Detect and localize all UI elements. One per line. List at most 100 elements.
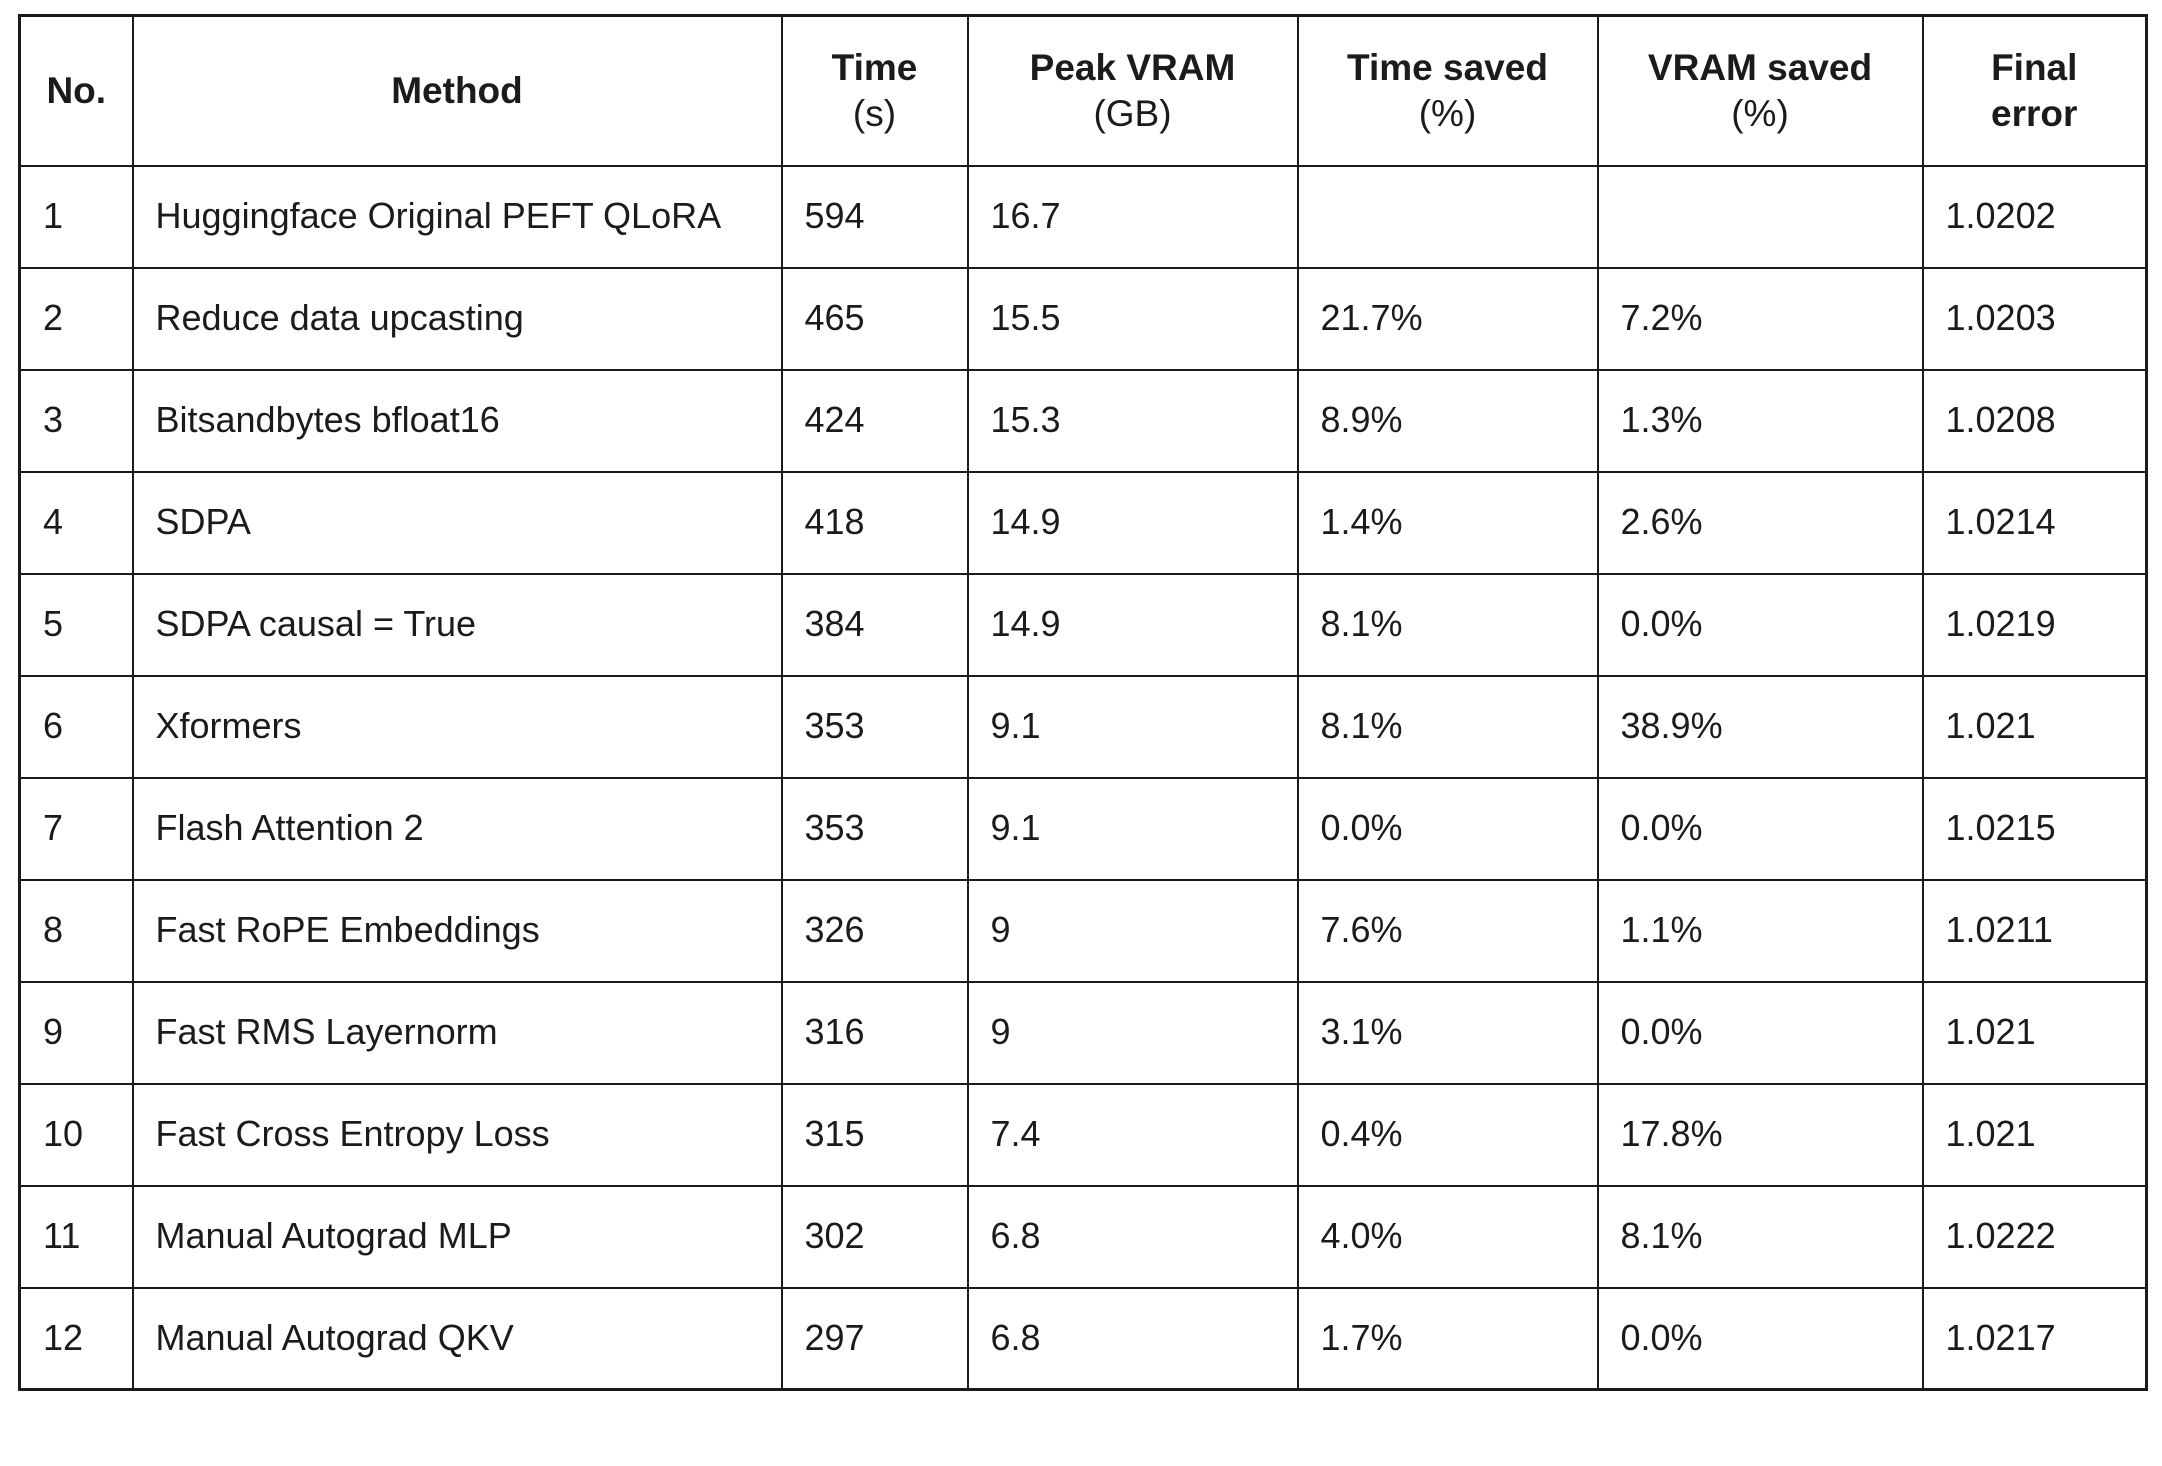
col-header-no: No.	[18, 14, 134, 167]
table-row: 1 Huggingface Original PEFT QLoRA 594 16…	[18, 164, 2148, 269]
cell-peak-vram: 9.1	[966, 674, 1299, 779]
cell-time: 418	[780, 470, 969, 575]
cell-vram-saved: 7.2%	[1596, 266, 1924, 371]
cell-time: 326	[780, 878, 969, 983]
cell-no: 1	[18, 164, 134, 269]
col-header-label: Final	[1991, 46, 2078, 88]
col-header-time: Time (s)	[780, 14, 969, 167]
cell-final-error: 1.0219	[1921, 572, 2148, 677]
cell-vram-saved: 8.1%	[1596, 1184, 1924, 1289]
cell-final-error: 1.0208	[1921, 368, 2148, 473]
cell-time-saved: 4.0%	[1296, 1184, 1599, 1289]
cell-time: 315	[780, 1082, 969, 1187]
table-row: 12 Manual Autograd QKV 297 6.8 1.7% 0.0%…	[18, 1286, 2148, 1391]
cell-final-error: 1.0203	[1921, 266, 2148, 371]
cell-time: 353	[780, 674, 969, 779]
cell-vram-saved: 2.6%	[1596, 470, 1924, 575]
cell-method: Fast RoPE Embeddings	[131, 878, 783, 983]
cell-no: 3	[18, 368, 134, 473]
cell-final-error: 1.0215	[1921, 776, 2148, 881]
cell-method: Bitsandbytes bfloat16	[131, 368, 783, 473]
cell-method: SDPA causal = True	[131, 572, 783, 677]
table-row: 3 Bitsandbytes bfloat16 424 15.3 8.9% 1.…	[18, 368, 2148, 473]
col-header-method: Method	[131, 14, 783, 167]
table-row: 5 SDPA causal = True 384 14.9 8.1% 0.0% …	[18, 572, 2148, 677]
cell-time: 353	[780, 776, 969, 881]
cell-time: 316	[780, 980, 969, 1085]
cell-no: 11	[18, 1184, 134, 1289]
cell-no: 2	[18, 266, 134, 371]
cell-peak-vram: 9	[966, 980, 1299, 1085]
table-header-row: No. Method Time (s) Peak VRAM (GB) Time …	[18, 14, 2148, 167]
cell-vram-saved	[1596, 164, 1924, 269]
cell-time-saved: 3.1%	[1296, 980, 1599, 1085]
cell-method: Xformers	[131, 674, 783, 779]
cell-peak-vram: 16.7	[966, 164, 1299, 269]
table-row: 4 SDPA 418 14.9 1.4% 2.6% 1.0214	[18, 470, 2148, 575]
col-header-unit: (%)	[1418, 92, 1477, 134]
cell-time: 302	[780, 1184, 969, 1289]
col-header-label: Peak VRAM	[1029, 46, 1236, 88]
col-header-label: Time	[831, 46, 918, 88]
col-header-final-error: Final error	[1921, 14, 2148, 167]
cell-peak-vram: 9	[966, 878, 1299, 983]
cell-no: 4	[18, 470, 134, 575]
cell-time-saved: 7.6%	[1296, 878, 1599, 983]
cell-peak-vram: 15.3	[966, 368, 1299, 473]
cell-vram-saved: 0.0%	[1596, 572, 1924, 677]
cell-final-error: 1.021	[1921, 674, 2148, 779]
cell-time: 465	[780, 266, 969, 371]
cell-no: 10	[18, 1082, 134, 1187]
cell-peak-vram: 7.4	[966, 1082, 1299, 1187]
cell-vram-saved: 0.0%	[1596, 776, 1924, 881]
cell-no: 8	[18, 878, 134, 983]
cell-time-saved: 8.9%	[1296, 368, 1599, 473]
cell-final-error: 1.0202	[1921, 164, 2148, 269]
cell-vram-saved: 38.9%	[1596, 674, 1924, 779]
cell-time-saved: 0.0%	[1296, 776, 1599, 881]
cell-final-error: 1.0222	[1921, 1184, 2148, 1289]
cell-peak-vram: 14.9	[966, 470, 1299, 575]
cell-final-error: 1.021	[1921, 1082, 2148, 1187]
table-row: 2 Reduce data upcasting 465 15.5 21.7% 7…	[18, 266, 2148, 371]
cell-no: 12	[18, 1286, 134, 1391]
table-row: 9 Fast RMS Layernorm 316 9 3.1% 0.0% 1.0…	[18, 980, 2148, 1085]
col-header-label: VRAM saved	[1647, 46, 1873, 88]
cell-method: Fast Cross Entropy Loss	[131, 1082, 783, 1187]
cell-time: 297	[780, 1286, 969, 1391]
col-header-vram-saved: VRAM saved (%)	[1596, 14, 1924, 167]
table-container: No. Method Time (s) Peak VRAM (GB) Time …	[18, 14, 2148, 1391]
cell-method: SDPA	[131, 470, 783, 575]
table-row: 7 Flash Attention 2 353 9.1 0.0% 0.0% 1.…	[18, 776, 2148, 881]
cell-method: Manual Autograd QKV	[131, 1286, 783, 1391]
cell-time-saved: 1.7%	[1296, 1286, 1599, 1391]
col-header-label: Time saved	[1347, 46, 1548, 88]
cell-time-saved: 1.4%	[1296, 470, 1599, 575]
cell-time-saved: 8.1%	[1296, 572, 1599, 677]
table-row: 6 Xformers 353 9.1 8.1% 38.9% 1.021	[18, 674, 2148, 779]
cell-time-saved	[1296, 164, 1599, 269]
cell-peak-vram: 6.8	[966, 1286, 1299, 1391]
cell-vram-saved: 17.8%	[1596, 1082, 1924, 1187]
cell-peak-vram: 14.9	[966, 572, 1299, 677]
cell-final-error: 1.0214	[1921, 470, 2148, 575]
col-header-unit: (%)	[1731, 92, 1789, 134]
cell-final-error: 1.021	[1921, 980, 2148, 1085]
cell-time: 594	[780, 164, 969, 269]
cell-peak-vram: 6.8	[966, 1184, 1299, 1289]
cell-time: 384	[780, 572, 969, 677]
col-header-peak-vram: Peak VRAM (GB)	[966, 14, 1299, 167]
cell-final-error: 1.0217	[1921, 1286, 2148, 1391]
cell-method: Manual Autograd MLP	[131, 1184, 783, 1289]
table-row: 8 Fast RoPE Embeddings 326 9 7.6% 1.1% 1…	[18, 878, 2148, 983]
col-header-label: Method	[391, 69, 523, 111]
cell-time: 424	[780, 368, 969, 473]
cell-method: Flash Attention 2	[131, 776, 783, 881]
col-header-unit: (s)	[852, 92, 897, 134]
cell-time-saved: 8.1%	[1296, 674, 1599, 779]
cell-no: 5	[18, 572, 134, 677]
cell-no: 7	[18, 776, 134, 881]
cell-vram-saved: 1.3%	[1596, 368, 1924, 473]
cell-vram-saved: 0.0%	[1596, 980, 1924, 1085]
col-header-unit: (GB)	[1093, 92, 1172, 134]
